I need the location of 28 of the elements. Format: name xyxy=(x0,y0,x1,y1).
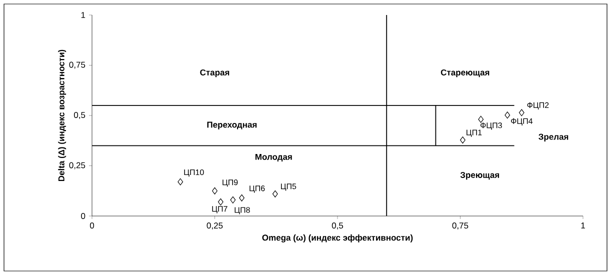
annotation: Старая xyxy=(200,69,230,78)
annotation: Зреющая xyxy=(460,172,500,180)
y-axis-title: Delta (Δ) (индекс возрастности) xyxy=(58,50,66,182)
x-tick-label: 0,75 xyxy=(452,222,468,230)
x-tick-label: 0,25 xyxy=(206,222,223,230)
y-tick-label: 1 xyxy=(81,12,86,18)
data-label: ФЦП4 xyxy=(511,118,533,126)
data-label: ЦП8 xyxy=(234,207,250,214)
data-label: ЦП7 xyxy=(212,206,228,214)
data-label: ФЦП3 xyxy=(480,122,502,130)
x-tick-label: 0,5 xyxy=(332,222,344,230)
y-tick-label: 0 xyxy=(81,213,86,220)
y-tick-label: 0,5 xyxy=(74,112,86,120)
data-label: ФЦП2 xyxy=(527,102,549,110)
data-label: ЦП6 xyxy=(250,186,265,193)
data-label: ЦП5 xyxy=(281,184,296,191)
y-tick-label: 0,25 xyxy=(69,162,86,170)
data-label: ЦП1 xyxy=(466,130,482,137)
x-tick-label: 0 xyxy=(90,222,94,229)
annotation: Зрелая xyxy=(538,134,568,142)
x-tick-label: 1 xyxy=(581,222,585,228)
annotation: Переходная xyxy=(207,122,257,130)
annotation: Молодая xyxy=(255,154,292,162)
data-label: ЦП10 xyxy=(184,169,204,177)
y-tick-label: 0,75 xyxy=(69,62,86,69)
annotation: Стареющая xyxy=(440,69,490,78)
data-label: ЦП9 xyxy=(222,180,238,187)
x-axis-title: Omega (ω) (индекс эффективности) xyxy=(262,234,413,242)
